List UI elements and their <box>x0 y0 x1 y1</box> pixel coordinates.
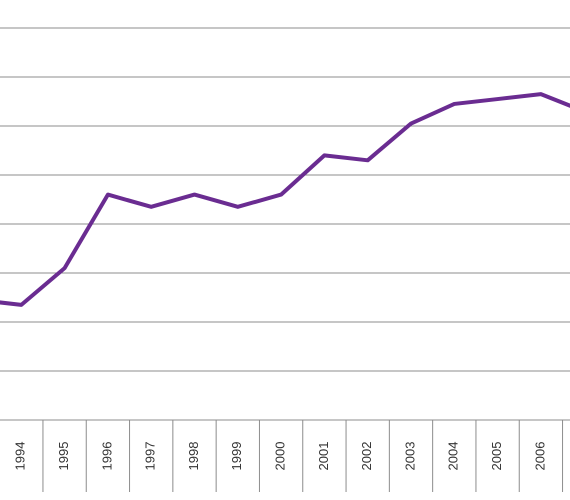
series-layer <box>0 92 570 307</box>
x-tick-label: 2005 <box>489 442 504 471</box>
gridlines <box>0 27 570 372</box>
x-tick-label: 1994 <box>13 442 28 471</box>
x-tick-label: 2006 <box>532 442 547 471</box>
x-tick-label: 1995 <box>56 442 71 471</box>
x-tick-label: 2001 <box>316 442 331 471</box>
x-tick-label: 2004 <box>446 442 461 471</box>
x-tick-label: 1996 <box>99 442 114 471</box>
x-axis: 1994 1995 1996 1997 1998 1999 2000 2001 2002 2003… <box>0 419 570 492</box>
x-tick-label: 2002 <box>359 442 374 471</box>
x-tick-label: 1997 <box>143 442 158 471</box>
series-line <box>0 92 570 307</box>
x-tick-label: 1999 <box>229 442 244 471</box>
x-tick-label: 1998 <box>186 442 201 471</box>
x-tick-label: 2003 <box>402 442 417 471</box>
x-tick-label: 2000 <box>273 442 288 471</box>
